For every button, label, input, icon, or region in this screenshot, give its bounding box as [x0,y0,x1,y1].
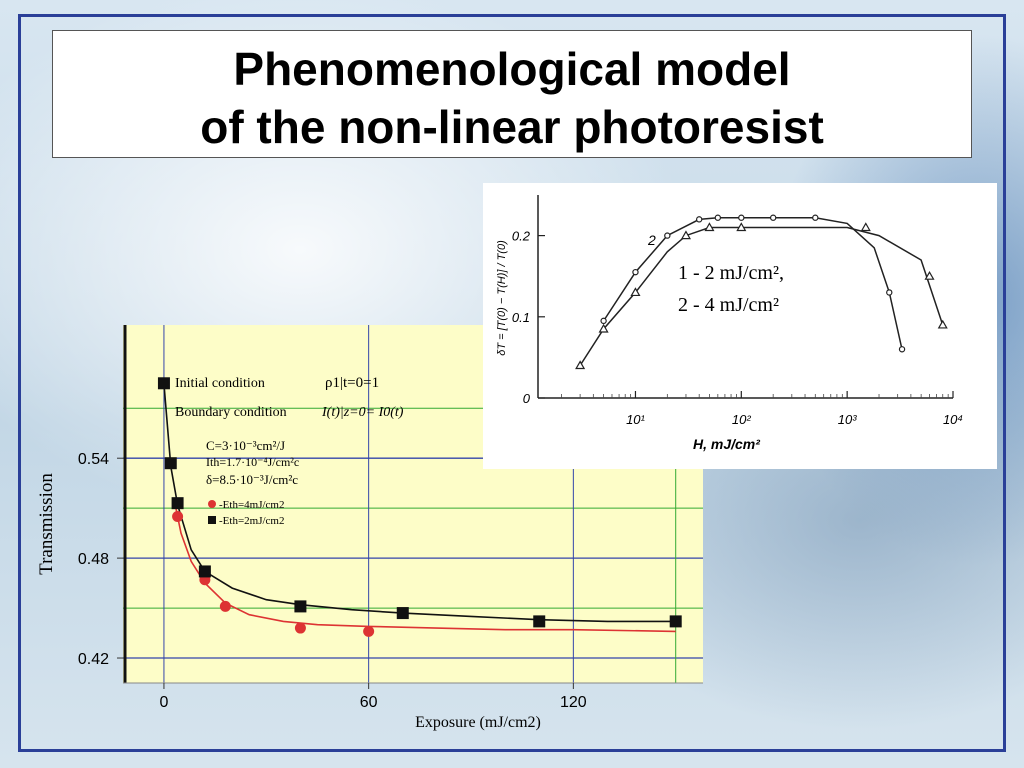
legend-marker-red [208,500,216,508]
title-line-1: Phenomenological model [233,43,791,95]
inset-x-label: H, mJ/cm² [693,436,760,452]
inset-chart: 10¹ 10² 10³ 10⁴ 0 0.1 0.2 2 H, mJ/cm² δT = [T(… [496,195,963,452]
data-point-black [157,377,170,390]
data-point-black [533,615,546,628]
inset-marker-circle [695,216,703,223]
inset-x-tick-label: 10⁴ [943,412,963,427]
inset-marker-circle [714,214,722,221]
boundary-condition-equation: I(t)|z=0= I0(t) [321,405,404,420]
inset-marker-triangle [736,222,747,232]
y-tick-label: 0.54 [78,451,109,468]
inset-marker-circle [812,214,819,221]
main-grid [123,325,703,683]
inset-y-tick-label: 0 [523,391,531,406]
slide-frame [18,14,1006,752]
boundary-condition-label: Boundary condition [175,405,287,420]
param-ith: Ith=1.7·10⁻⁴J/cm²c [206,455,299,469]
x-tick-label: 60 [360,694,378,711]
inset-marker-triangle [630,287,641,297]
title-box [52,30,972,158]
inset-x-tick-label: 10³ [838,412,857,427]
inset-marker-triangle [575,360,586,370]
data-point-black [669,615,682,628]
data-point-red [219,600,231,612]
data-point-black [171,497,184,510]
main-ticks: 0 60 120 0.42 0.48 0.54 [78,451,587,711]
data-point-black [396,607,409,620]
inset-y-label: δT = [T(0) − T(H)] / T(0) [496,240,508,356]
data-point-black [164,457,177,470]
main-data-points [157,377,682,637]
inset-marker-circle [664,232,671,239]
inset-curve-2 [602,216,903,350]
legend-label-black: -Eth=2mJ/cm2 [219,515,284,527]
legend-marker-black [208,516,216,524]
inset-marker-circle [886,289,893,296]
data-point-red [294,622,306,634]
inset-markers [575,214,948,370]
y-tick-label: 0.42 [78,651,109,668]
data-point-black [294,600,307,613]
main-x-label: Exposure (mJ/cm2) [415,714,541,731]
inset-y-tick-label: 0.1 [512,310,530,325]
slide-title: Phenomenological model of the non-linear… [52,40,972,156]
inset-x-tick-label: 10¹ [626,412,645,427]
y-tick-label: 0.48 [78,551,109,568]
inset-marker-triangle [704,222,715,232]
x-tick-label: 120 [560,694,587,711]
inset-marker-circle [898,346,906,353]
fit-curve-series-1 [173,499,676,633]
inset-legend-line-2: 2 - 4 mJ/cm² [678,294,779,316]
inset-marker-circle [769,214,777,221]
param-c: C=3·10⁻³cm²/J [206,438,285,453]
x-tick-label: 0 [159,694,168,711]
inset-chart-panel: 10¹ 10² 10³ 10⁴ 0 0.1 0.2 2 H, mJ/cm² δT = [T(… [483,183,997,469]
inset-marker-circle [600,317,607,325]
inset-y-tick-label: 0.2 [512,229,531,244]
title-line-2: of the non-linear photoresist [200,101,824,153]
inset-x-tick-label: 10² [732,412,751,427]
legend-label-red: -Eth=4mJ/cm2 [219,499,284,511]
inset-ticks: 10¹ 10² 10³ 10⁴ 0 0.1 0.2 [512,229,963,427]
initial-condition-equation: ρ1|t=0=1 [325,375,379,391]
data-point-black [198,565,211,578]
inset-marker-triangle [598,323,609,333]
inset-marker-circle [738,214,745,221]
inset-marker-triangle [937,319,948,329]
param-delta: δ=8.5·10⁻³J/cm²c [206,472,298,487]
data-point-red [363,625,375,637]
main-y-label: Transmission [36,473,57,575]
inset-marker-circle [632,268,639,276]
inset-marker-triangle [860,222,871,232]
inset-marker-triangle [924,270,935,280]
inset-curve-label-2: 2 [647,232,656,248]
inset-marker-triangle [680,230,691,240]
data-point-red [172,510,184,522]
inset-legend-line-1: 1 - 2 mJ/cm², [678,262,784,284]
initial-condition-label: Initial condition [175,376,265,391]
